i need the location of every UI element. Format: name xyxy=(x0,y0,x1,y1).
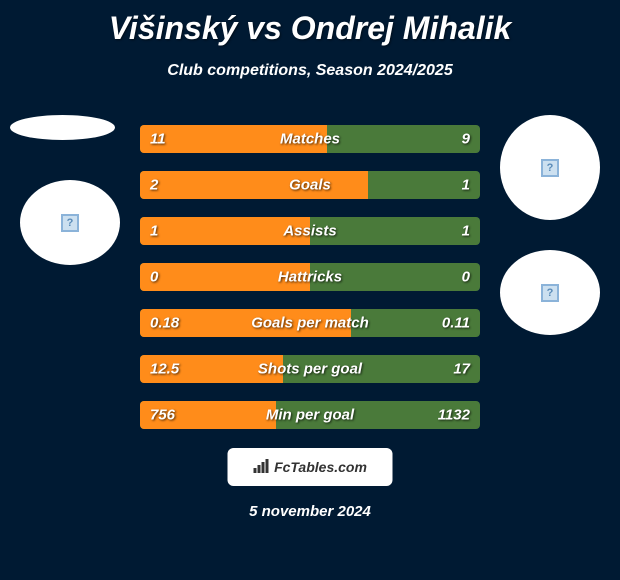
placeholder-icon: ? xyxy=(61,214,79,232)
stat-value-left: 756 xyxy=(150,407,175,424)
stat-label: Goals xyxy=(289,177,331,194)
stat-bar: 756 Min per goal 1132 xyxy=(140,401,480,429)
stat-label: Goals per match xyxy=(251,315,369,332)
stat-value-left: 11 xyxy=(150,131,166,148)
subtitle: Club competitions, Season 2024/2025 xyxy=(0,62,620,80)
stat-label: Assists xyxy=(283,223,336,240)
watermark-text: FcTables.com xyxy=(274,459,367,475)
stat-value-right: 0.11 xyxy=(442,315,470,332)
stat-value-right: 1 xyxy=(462,223,470,240)
stat-value-left: 12.5 xyxy=(150,361,179,378)
stat-label: Hattricks xyxy=(278,269,342,286)
stat-bar: 0 Hattricks 0 xyxy=(140,263,480,291)
stat-value-right: 17 xyxy=(453,361,470,378)
stat-value-right: 9 xyxy=(462,131,470,148)
stat-label: Min per goal xyxy=(266,407,354,424)
stat-value-right: 0 xyxy=(462,269,470,286)
right-avatar-circle-1: ? xyxy=(500,115,600,220)
stat-value-right: 1 xyxy=(462,177,470,194)
placeholder-icon: ? xyxy=(541,284,559,302)
stat-value-right: 1132 xyxy=(438,407,470,424)
right-avatar-circle-2: ? xyxy=(500,250,600,335)
chart-icon xyxy=(253,459,269,476)
stat-value-left: 1 xyxy=(150,223,158,240)
page-title: Višinský vs Ondrej Mihalik xyxy=(0,0,620,47)
date-label: 5 november 2024 xyxy=(249,503,371,520)
stat-label: Matches xyxy=(280,131,340,148)
stat-bar: 12.5 Shots per goal 17 xyxy=(140,355,480,383)
stat-value-left: 0.18 xyxy=(150,315,179,332)
stat-value-left: 2 xyxy=(150,177,158,194)
placeholder-icon: ? xyxy=(541,159,559,177)
left-avatar-circle: ? xyxy=(20,180,120,265)
left-ellipse xyxy=(10,115,115,140)
stats-container: 11Matches92Goals11Assists10Hattricks00.1… xyxy=(140,125,480,447)
watermark: FcTables.com xyxy=(228,448,393,486)
stat-label: Shots per goal xyxy=(258,361,362,378)
stat-value-left: 0 xyxy=(150,269,158,286)
stat-bar: 2 Goals 1 xyxy=(140,171,480,199)
stat-bar: 11 Matches 9 xyxy=(140,125,480,153)
left-player-shapes: ? xyxy=(0,115,120,265)
stat-fill-left xyxy=(140,171,368,199)
stat-bar: 0.18 Goals per match 0.11 xyxy=(140,309,480,337)
stat-bar: 1 Assists 1 xyxy=(140,217,480,245)
right-player-shapes: ? ? xyxy=(500,115,620,335)
